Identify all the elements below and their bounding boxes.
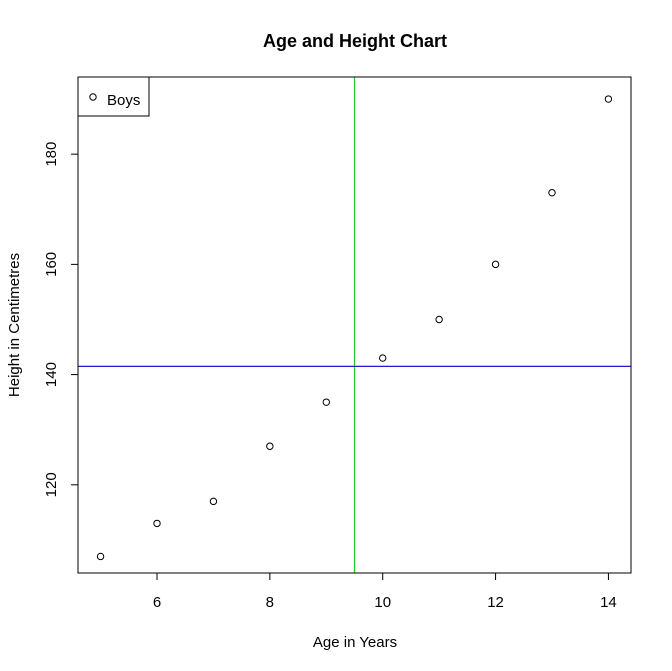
y-tick-label: 120 <box>43 472 60 497</box>
x-tick-label: 10 <box>374 594 391 611</box>
data-points <box>96 95 613 561</box>
data-point <box>548 189 556 197</box>
chart-title: Age and Height Chart <box>263 31 447 51</box>
x-tick-label: 8 <box>266 594 274 611</box>
y-tick-label: 140 <box>43 362 60 387</box>
data-point <box>604 95 613 103</box>
data-point <box>491 260 500 269</box>
plot-frame <box>77 76 632 574</box>
data-point <box>153 519 161 528</box>
y-axis-label: Height in Centimetres <box>6 253 23 397</box>
y-tick-label: 180 <box>43 142 60 167</box>
x-tick-label: 6 <box>153 594 161 611</box>
reference-lines <box>78 77 631 573</box>
data-point <box>266 442 274 450</box>
legend-marker <box>89 93 97 101</box>
data-point <box>322 398 330 406</box>
y-tick-label: 160 <box>43 252 60 277</box>
data-point <box>379 354 387 362</box>
data-point <box>96 552 105 561</box>
x-axis-label: Age in Years <box>313 634 397 651</box>
x-axis: 6 8 10 12 14 <box>153 573 617 611</box>
legend: Boys <box>77 76 150 117</box>
data-point <box>435 315 443 324</box>
y-axis: 120 140 160 180 <box>43 142 78 497</box>
x-tick-label: 12 <box>487 594 504 611</box>
legend-label: Boys <box>107 92 140 109</box>
data-point <box>209 497 218 506</box>
x-tick-label: 14 <box>600 594 617 611</box>
